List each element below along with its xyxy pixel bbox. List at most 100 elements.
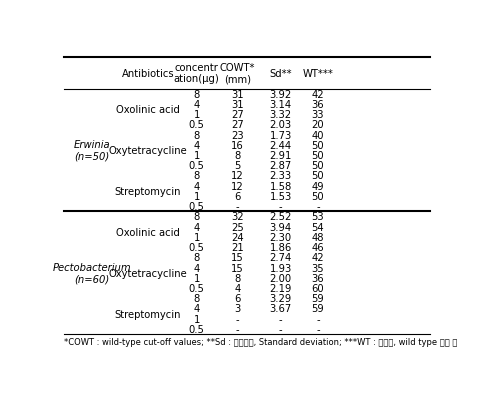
Text: -: - [279, 202, 282, 211]
Text: Oxolinic acid: Oxolinic acid [116, 105, 180, 115]
Text: 0.5: 0.5 [188, 120, 204, 130]
Text: 1: 1 [193, 151, 200, 161]
Text: 3: 3 [235, 304, 241, 313]
Text: 42: 42 [312, 90, 324, 100]
Text: 2.74: 2.74 [269, 253, 292, 263]
Text: Oxytetracycline: Oxytetracycline [108, 145, 187, 156]
Text: 8: 8 [193, 253, 200, 263]
Text: 3.94: 3.94 [269, 222, 292, 232]
Text: 25: 25 [231, 222, 244, 232]
Text: Erwinia
(n=50): Erwinia (n=50) [74, 140, 110, 161]
Text: 8: 8 [193, 130, 200, 140]
Text: 3.67: 3.67 [269, 304, 292, 313]
Text: 23: 23 [231, 130, 244, 140]
Text: 21: 21 [231, 242, 244, 252]
Text: 4: 4 [193, 263, 200, 273]
Text: 8: 8 [235, 273, 241, 283]
Text: *COWT : wild-type cut-off values; **Sd : 표준편차, Standard deviation; ***WT : 야생형, : *COWT : wild-type cut-off values; **Sd :… [64, 337, 457, 347]
Text: WT***: WT*** [303, 69, 334, 78]
Text: -: - [279, 314, 282, 324]
Text: 15: 15 [231, 253, 244, 263]
Text: -: - [236, 202, 240, 211]
Text: 50: 50 [312, 151, 324, 161]
Text: 12: 12 [231, 181, 244, 191]
Text: 35: 35 [312, 263, 324, 273]
Text: 50: 50 [312, 192, 324, 202]
Text: 36: 36 [312, 100, 324, 109]
Text: 50: 50 [312, 171, 324, 181]
Text: 6: 6 [235, 192, 241, 202]
Text: 2.30: 2.30 [269, 232, 292, 242]
Text: 8: 8 [193, 171, 200, 181]
Text: 42: 42 [312, 253, 324, 263]
Text: 59: 59 [312, 304, 324, 313]
Text: -: - [316, 324, 320, 334]
Text: 20: 20 [312, 120, 324, 130]
Text: 1: 1 [193, 110, 200, 120]
Text: 3.29: 3.29 [269, 294, 292, 304]
Text: 3.32: 3.32 [269, 110, 292, 120]
Text: 1: 1 [193, 232, 200, 242]
Text: 4: 4 [235, 283, 241, 293]
Text: 24: 24 [231, 232, 244, 242]
Text: 50: 50 [312, 161, 324, 171]
Text: 0.5: 0.5 [188, 283, 204, 293]
Text: 2.91: 2.91 [269, 151, 292, 161]
Text: 31: 31 [231, 90, 244, 100]
Text: 16: 16 [231, 140, 244, 150]
Text: 4: 4 [193, 140, 200, 150]
Text: Sd**: Sd** [269, 69, 292, 78]
Text: 27: 27 [231, 110, 244, 120]
Text: -: - [236, 324, 240, 334]
Text: 12: 12 [231, 171, 244, 181]
Text: 2.87: 2.87 [269, 161, 292, 171]
Text: 0.5: 0.5 [188, 161, 204, 171]
Text: 2.03: 2.03 [269, 120, 292, 130]
Text: 4: 4 [193, 222, 200, 232]
Text: 1.93: 1.93 [269, 263, 292, 273]
Text: Oxytetracycline: Oxytetracycline [108, 268, 187, 278]
Text: COWT*
(mm): COWT* (mm) [220, 63, 255, 84]
Text: Pectobacterium
(n=60): Pectobacterium (n=60) [53, 262, 131, 284]
Text: Streptomycin: Streptomycin [115, 186, 181, 196]
Text: 4: 4 [193, 304, 200, 313]
Text: 8: 8 [193, 212, 200, 222]
Text: 53: 53 [312, 212, 324, 222]
Text: 6: 6 [235, 294, 241, 304]
Text: 40: 40 [312, 130, 324, 140]
Text: 15: 15 [231, 263, 244, 273]
Text: 2.33: 2.33 [269, 171, 292, 181]
Text: 8: 8 [193, 294, 200, 304]
Text: 2.52: 2.52 [269, 212, 292, 222]
Text: -: - [279, 324, 282, 334]
Text: Streptomycin: Streptomycin [115, 309, 181, 319]
Text: Oxolinic acid: Oxolinic acid [116, 227, 180, 237]
Text: 1: 1 [193, 273, 200, 283]
Text: 27: 27 [231, 120, 244, 130]
Text: 54: 54 [312, 222, 324, 232]
Text: 59: 59 [312, 294, 324, 304]
Text: 1: 1 [193, 192, 200, 202]
Text: 60: 60 [312, 283, 324, 293]
Text: 1.58: 1.58 [269, 181, 292, 191]
Text: 1: 1 [193, 314, 200, 324]
Text: 50: 50 [312, 140, 324, 150]
Text: 1.86: 1.86 [269, 242, 292, 252]
Text: 36: 36 [312, 273, 324, 283]
Text: 2.44: 2.44 [269, 140, 292, 150]
Text: 4: 4 [193, 181, 200, 191]
Text: 3.14: 3.14 [269, 100, 292, 109]
Text: 0.5: 0.5 [188, 202, 204, 211]
Text: 32: 32 [231, 212, 244, 222]
Text: 4: 4 [193, 100, 200, 109]
Text: concentr
ation(μg): concentr ation(μg) [174, 63, 219, 84]
Text: 33: 33 [312, 110, 324, 120]
Text: -: - [316, 314, 320, 324]
Text: 1.73: 1.73 [269, 130, 292, 140]
Text: 3.92: 3.92 [269, 90, 292, 100]
Text: 49: 49 [312, 181, 324, 191]
Text: 48: 48 [312, 232, 324, 242]
Text: 5: 5 [235, 161, 241, 171]
Text: Antibiotics: Antibiotics [122, 69, 174, 78]
Text: 8: 8 [235, 151, 241, 161]
